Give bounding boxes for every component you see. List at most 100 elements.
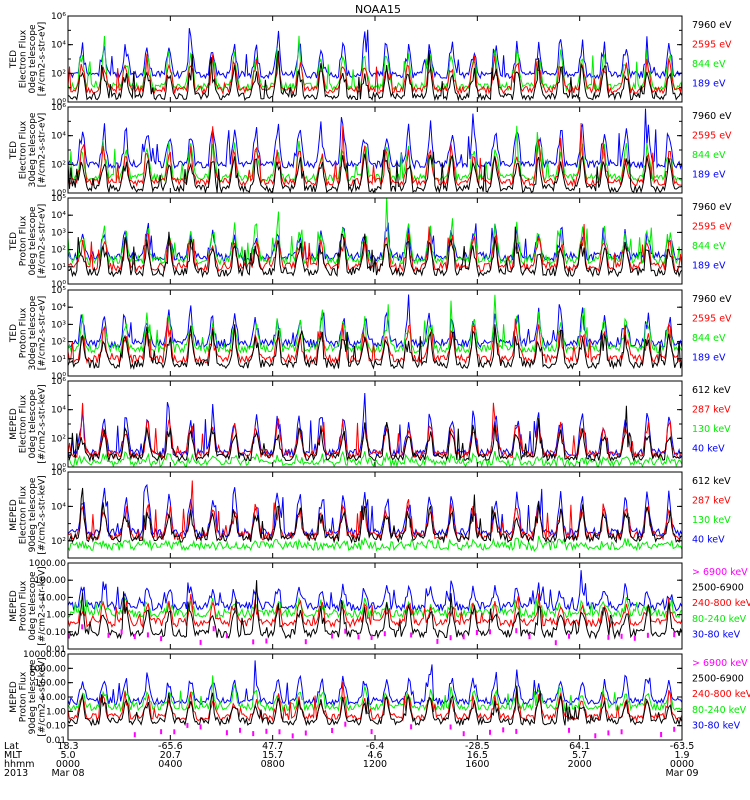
series-mark [673, 726, 676, 732]
legend-entry: 287 keV [692, 405, 731, 416]
series-line [68, 487, 682, 544]
y-axis-label: TED [9, 232, 19, 251]
series-mark [410, 632, 413, 638]
y-axis-label: MEPED [9, 408, 19, 440]
x-tick-label: 1600 [465, 759, 489, 770]
series-mark [344, 628, 347, 634]
y-axis-label: 30deg telescope [28, 112, 38, 187]
y-tick-label: 0.01 [46, 645, 66, 655]
x-tick-label: -6.4 [366, 741, 385, 752]
series-mark [160, 636, 163, 642]
series-mark [304, 639, 307, 645]
series-mark [265, 638, 268, 644]
y-axis-label: [#/cm2-s-str-keV] [37, 657, 47, 736]
series-mark [265, 728, 268, 734]
y-tick-label: 10⁵ [51, 286, 66, 296]
legend-entry: 2500-6900 [692, 674, 744, 685]
y-axis-label: [#/cm2-s-str-keV] [37, 475, 47, 554]
series-mark [607, 730, 610, 736]
legend-entry: 844 eV [692, 59, 726, 70]
series-mark [449, 724, 452, 730]
y-axis-label: Electron Flux [18, 485, 28, 544]
chart-title: NOAA15 [355, 3, 401, 16]
series-mark [554, 640, 557, 646]
legend-entry: 2595 eV [692, 131, 732, 142]
x-tick-label: 0000 [670, 759, 694, 770]
series-line [68, 535, 682, 552]
series-mark [133, 634, 136, 639]
y-axis-label: [#/cm2-s-str-eV] [37, 113, 47, 188]
x-tick-label: Mar 09 [665, 768, 698, 779]
x-tick-label: 0800 [261, 759, 285, 770]
y-tick-label: 10³ [51, 228, 66, 238]
series-mark [370, 634, 373, 640]
series-mark [120, 629, 123, 635]
panel-plot-area [68, 660, 682, 739]
series-mark [515, 728, 518, 734]
y-axis-label: TED [9, 141, 19, 160]
y-axis-label: [#/cm2-s-str-eV] [37, 296, 47, 371]
y-axis-label: 90deg telescope [28, 477, 38, 552]
series-mark [239, 727, 241, 733]
series-mark [436, 638, 439, 644]
series-mark [252, 731, 255, 737]
y-axis-label: [#/cm2-s-str-keV] [37, 384, 47, 463]
y-tick-label: 10² [51, 537, 66, 547]
series-mark [133, 732, 136, 738]
y-axis-label: Proton Flux [18, 671, 28, 722]
series-mark [160, 729, 163, 735]
panel-plot-area [68, 480, 682, 552]
y-tick-label: 10⁴ [51, 41, 66, 51]
x-tick-label: 4.6 [367, 750, 382, 761]
y-tick-label: 0.01 [46, 736, 66, 746]
y-axis-label: 0deg telescope [28, 389, 38, 459]
legend-entry: 40 keV [692, 444, 725, 455]
x-row-label: 2013 [4, 768, 28, 779]
panel-plot-area [68, 570, 682, 646]
y-tick-label: 10⁴ [51, 211, 66, 221]
y-axis-label: MEPED [9, 499, 19, 531]
y-axis-label: TED [9, 50, 19, 69]
legend-entry: 844 eV [692, 150, 726, 161]
y-axis-label: Proton Flux [18, 215, 28, 266]
series-line [68, 675, 682, 713]
series-mark [607, 634, 610, 640]
legend-entry: 7960 eV [692, 202, 732, 213]
series-mark [225, 633, 228, 639]
panel-plot-area [68, 392, 682, 467]
series-mark [515, 628, 518, 634]
series-mark [489, 629, 491, 635]
y-tick-label: 10⁴ [51, 132, 66, 142]
legend-entry: 287 keV [692, 496, 731, 507]
series-mark [594, 733, 597, 739]
x-tick-label: 15.7 [262, 750, 283, 761]
x-tick-label: 1200 [363, 759, 387, 770]
y-axis-label: Electron Flux [18, 120, 28, 179]
y-tick-label: 10² [51, 69, 66, 79]
series-mark [199, 724, 202, 730]
series-mark [304, 730, 307, 736]
y-tick-label: 0.10 [46, 628, 66, 638]
series-mark [199, 639, 202, 645]
legend-entry: 189 eV [692, 170, 726, 181]
y-axis-label: [#/cm2-s-str-eV] [37, 204, 47, 279]
y-tick-label: 10.00 [40, 693, 66, 703]
series-mark [462, 731, 465, 737]
series-mark [107, 632, 110, 638]
y-tick-label: 10⁰ [51, 372, 66, 382]
series-mark [660, 732, 663, 737]
series-mark [173, 729, 176, 735]
x-tick-label: 47.7 [262, 741, 283, 752]
legend-entry: 7960 eV [692, 20, 732, 31]
y-tick-label: 10⁴ [51, 502, 66, 512]
series-line [68, 405, 682, 463]
series-mark [81, 624, 84, 630]
legend-entry: 240-800 keV [692, 689, 750, 700]
legend-entry: 7960 eV [692, 294, 732, 305]
y-axis-label: 0deg telescope [28, 206, 38, 276]
x-tick-label: 0400 [158, 759, 182, 770]
y-tick-label: 10⁶ [51, 377, 66, 387]
legend-entry: 130 keV [692, 515, 731, 526]
y-axis-label: MEPED [9, 681, 19, 713]
